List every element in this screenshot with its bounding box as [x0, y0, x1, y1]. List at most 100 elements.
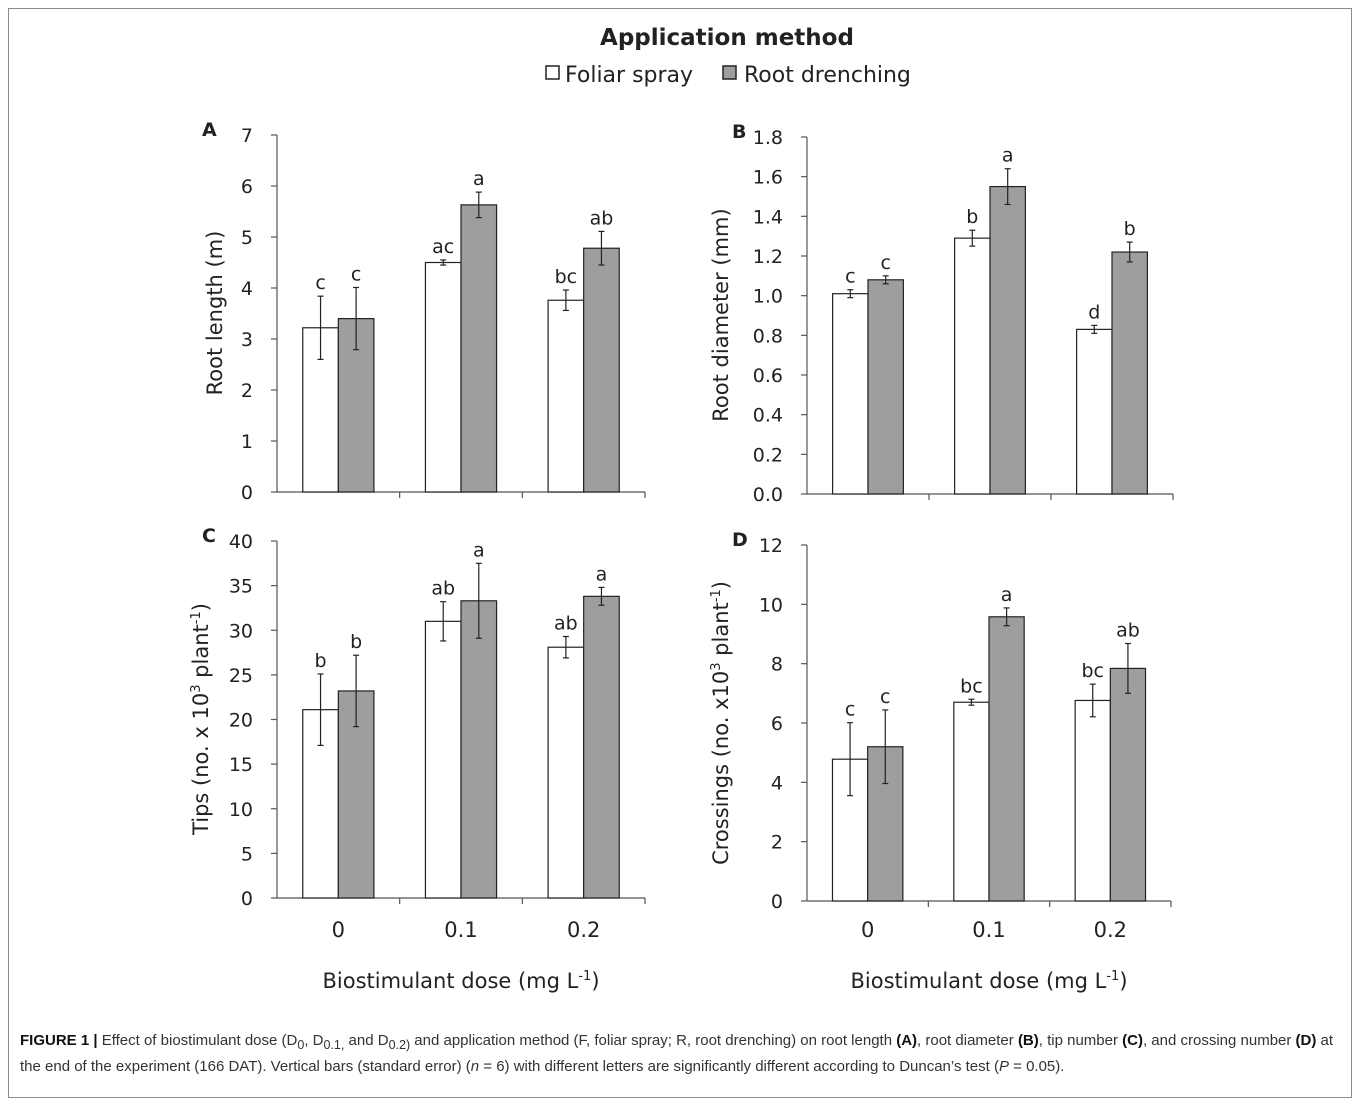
y-tick-label: 30 [229, 620, 253, 642]
caption-panel-ref: (B) [1017, 1032, 1039, 1049]
y-tick-label: 0 [771, 891, 783, 913]
significance-letter: c [880, 252, 890, 274]
bar-foliar [424, 620, 462, 899]
y-tick-label: 0 [241, 482, 253, 504]
significance-letter: ab [1116, 619, 1140, 641]
y-tick-label: 0.8 [753, 325, 783, 347]
y-tick-label: 2 [241, 380, 253, 402]
y-axis-title: Root length (m) [203, 231, 227, 396]
caption-text: = 6) with different letters are signific… [479, 1058, 999, 1075]
legend: Foliar spray Root drenching [545, 63, 911, 88]
y-tick-label: 25 [229, 665, 253, 687]
y-tick-label: 40 [229, 531, 253, 553]
y-tick-label: 10 [759, 594, 783, 616]
panel-letter: B [732, 121, 746, 143]
significance-letter: c [845, 699, 855, 721]
figure-frame [8, 8, 1352, 1098]
y-tick-label: 8 [771, 654, 783, 676]
y-tick-label: 1 [241, 431, 253, 453]
y-tick-label: 1.6 [753, 167, 783, 189]
caption-var: n [470, 1058, 480, 1075]
figure-caption: FIGURE 1 | Effect of biostimulant dose (… [20, 1030, 1340, 1077]
y-axis-title: Tips (no. x 103 plant-1) [189, 603, 213, 836]
legend-label-root: Root drenching [744, 63, 911, 88]
bar-foliar [832, 293, 869, 495]
significance-letter: c [351, 263, 361, 285]
significance-letter: ab [590, 207, 614, 229]
figure-svg: Application method Foliar spray Root dre… [189, 25, 1174, 993]
y-axis-title: Root diameter (mm) [709, 208, 733, 421]
y-axis-title: Crossings (no. x103 plant-1) [709, 581, 733, 865]
significance-letter: bc [960, 675, 983, 697]
y-tick-label: 5 [241, 843, 253, 865]
y-tick-label: 1.8 [753, 127, 783, 149]
y-tick-label: 7 [241, 125, 253, 147]
legend-label-foliar: Foliar spray [565, 63, 693, 88]
y-tick-label: 0.4 [753, 405, 783, 427]
bar-root [583, 595, 620, 899]
y-tick-label: 1.0 [753, 286, 783, 308]
significance-letter: b [350, 631, 362, 653]
bar-foliar [1074, 699, 1111, 902]
y-tick-label: 12 [759, 535, 783, 557]
bar-foliar [954, 237, 991, 495]
bar-root [989, 185, 1026, 495]
legend-title: Application method [600, 25, 854, 51]
significance-letter: b [315, 650, 327, 672]
caption-panel-ref: (A) [896, 1032, 918, 1049]
significance-letter: d [1088, 301, 1100, 323]
y-tick-label: 5 [241, 227, 253, 249]
y-tick-label: 6 [771, 713, 783, 735]
bar-root [1111, 251, 1148, 495]
significance-letter: b [966, 206, 978, 228]
caption-text: at the end of the experiment (166 DAT). … [20, 1032, 1334, 1075]
x-tick-label: 0.1 [972, 918, 1005, 942]
panel-b: B 0.0 0.2 0.4 0.6 0.8 1.0 1.2 1.4 1.6 1.8 Root diam… [709, 121, 1174, 506]
bar-root [867, 279, 904, 495]
x-axis-title: Biostimulant dose (mg L-1) [322, 969, 599, 993]
y-tick-label: 4 [771, 772, 783, 794]
caption-label: FIGURE 1 | [20, 1032, 98, 1049]
significance-letter: ab [431, 578, 455, 600]
bar-root [1109, 667, 1147, 902]
x-tick-label: 0.2 [567, 918, 600, 942]
bar-root [583, 247, 620, 493]
significance-letter: a [596, 563, 608, 585]
bar-root [988, 616, 1025, 902]
y-tick-label: 10 [229, 799, 253, 821]
y-tick-label: 1.2 [753, 246, 783, 268]
bar-foliar [424, 261, 462, 493]
panel-letter: D [732, 529, 748, 551]
significance-letter: bc [1081, 660, 1104, 682]
legend-swatch-root [722, 65, 737, 80]
panel-a: A 0 1 2 3 4 5 6 7 Root length (m) c ac bc c a ab [202, 119, 646, 504]
significance-letter: c [845, 266, 855, 288]
significance-letter: ab [554, 612, 578, 634]
caption-sub: 0 [297, 1038, 305, 1052]
x-tick-label: 0.1 [444, 918, 477, 942]
caption-text: and D [344, 1032, 389, 1049]
y-tick-label: 1.4 [753, 206, 783, 228]
caption-panel-ref: (D) [1295, 1032, 1317, 1049]
bar-foliar [1076, 328, 1113, 495]
caption-text: and application method (F, foliar spray;… [410, 1032, 897, 1049]
bar-foliar [547, 646, 585, 899]
caption-sub: 0.1, [323, 1038, 345, 1052]
x-axis-title: Biostimulant dose (mg L-1) [850, 969, 1127, 993]
caption-text: = 0.05). [1008, 1058, 1065, 1075]
bar-root [460, 600, 498, 899]
y-tick-label: 0.6 [753, 365, 783, 387]
panel-c: C 0 5 10 15 20 25 30 35 40 Tips (no. x 103 plant-1… [189, 525, 646, 993]
caption-text: , root diameter [917, 1032, 1018, 1049]
significance-letter: a [1002, 145, 1014, 167]
panel-letter: C [202, 525, 216, 547]
caption-text: , and crossing number [1142, 1032, 1296, 1049]
legend-swatch-foliar [545, 65, 560, 80]
significance-letter: bc [555, 266, 578, 288]
caption-text: , D [304, 1032, 324, 1049]
significance-letter: c [880, 686, 890, 708]
y-tick-label: 15 [229, 754, 253, 776]
y-tick-label: 6 [241, 176, 253, 198]
y-tick-label: 35 [229, 576, 253, 598]
panel-letter: A [202, 119, 217, 141]
